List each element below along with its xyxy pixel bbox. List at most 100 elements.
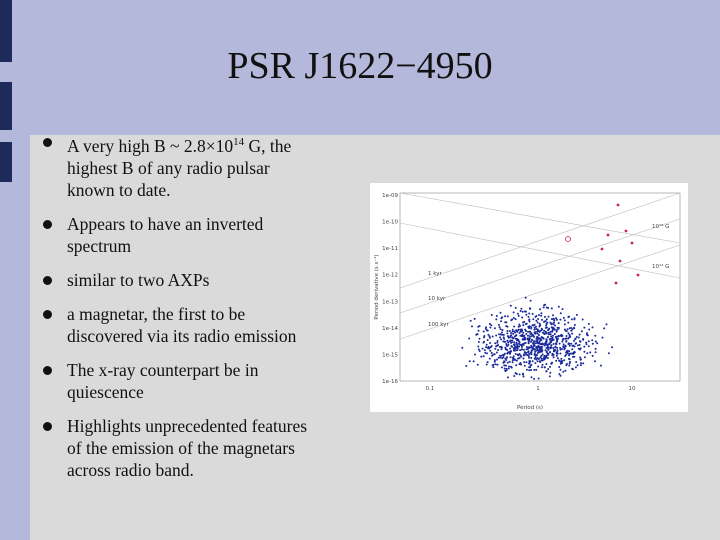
dot [568, 358, 571, 361]
bullet-line: a magnetar, the first to be [67, 303, 246, 324]
dot [555, 354, 558, 357]
dot [559, 318, 562, 321]
dot [502, 354, 505, 357]
dot [559, 368, 562, 371]
dot [514, 337, 517, 340]
dot [547, 315, 550, 318]
dot [478, 350, 481, 352]
dot [537, 346, 540, 349]
dot [498, 333, 501, 336]
dot [524, 296, 527, 299]
dot [495, 351, 498, 354]
dot [530, 344, 533, 347]
dot [527, 334, 529, 337]
dot [540, 312, 543, 315]
bullet-item: a magnetar, the first to be discovered vi… [43, 303, 353, 347]
y-tick-label: 1e-16 [382, 379, 398, 385]
dot [536, 348, 539, 351]
dot [563, 359, 566, 362]
dot [548, 331, 550, 334]
dot [500, 338, 503, 341]
dot [496, 341, 499, 344]
dot [583, 356, 586, 359]
dot [499, 356, 502, 359]
dot [549, 365, 551, 368]
dot [534, 315, 537, 318]
dot [512, 357, 515, 360]
dot [534, 342, 537, 345]
dot [488, 336, 491, 339]
bullet-line: discovered via its radio emission [67, 325, 297, 346]
dot [496, 340, 499, 342]
dot [582, 362, 585, 365]
dot [525, 330, 527, 332]
dot [486, 347, 489, 349]
dot [474, 353, 476, 356]
guide-lines [399, 192, 681, 340]
dot [555, 317, 557, 320]
dot [539, 340, 541, 343]
dot [545, 340, 548, 343]
dot [513, 375, 516, 377]
dot [557, 326, 560, 329]
dot [518, 353, 521, 355]
dot [509, 356, 512, 359]
dot [543, 320, 545, 323]
dot [594, 351, 597, 354]
dot [531, 349, 534, 352]
dot [578, 333, 581, 336]
dot [535, 328, 538, 330]
dot [544, 320, 547, 323]
dot [524, 341, 527, 344]
y-tick-label: 1e-11 [382, 246, 398, 252]
dot [540, 339, 543, 342]
dot [532, 318, 535, 321]
dot [505, 364, 507, 367]
dot [486, 329, 489, 332]
dot [545, 363, 548, 365]
dot [567, 337, 570, 340]
dot [494, 342, 497, 345]
dot [491, 335, 494, 338]
dot [533, 357, 536, 360]
dot [550, 323, 553, 326]
dot [499, 354, 501, 357]
dot [513, 325, 516, 328]
dot [594, 334, 597, 337]
magnetar-dot [624, 229, 628, 233]
dot [522, 338, 525, 340]
dot [505, 369, 508, 372]
dot [607, 352, 610, 355]
dot [509, 347, 511, 350]
dot [541, 349, 544, 352]
dot [531, 360, 534, 363]
dot [473, 317, 476, 320]
field-label: 10¹⁴ G [652, 263, 669, 270]
dot [520, 348, 523, 351]
dot [578, 343, 581, 346]
dot [549, 351, 552, 353]
dot [571, 367, 574, 370]
dot [530, 340, 532, 343]
dot [530, 351, 533, 354]
dot [495, 334, 498, 337]
dot [525, 361, 528, 364]
dot [575, 361, 578, 363]
dot [547, 336, 549, 338]
dot [506, 351, 509, 354]
bullet-text: G, the [244, 135, 292, 156]
dot [596, 342, 599, 345]
dot [465, 365, 468, 367]
dot [548, 338, 551, 341]
dot [485, 343, 488, 346]
dot [504, 346, 507, 349]
dot [536, 335, 539, 338]
dot [524, 338, 527, 341]
dot [556, 318, 558, 321]
dot [502, 356, 505, 359]
dot [565, 340, 568, 342]
dot [563, 323, 566, 326]
dot [503, 364, 506, 367]
plot-frame [399, 192, 681, 382]
dot [600, 364, 602, 367]
